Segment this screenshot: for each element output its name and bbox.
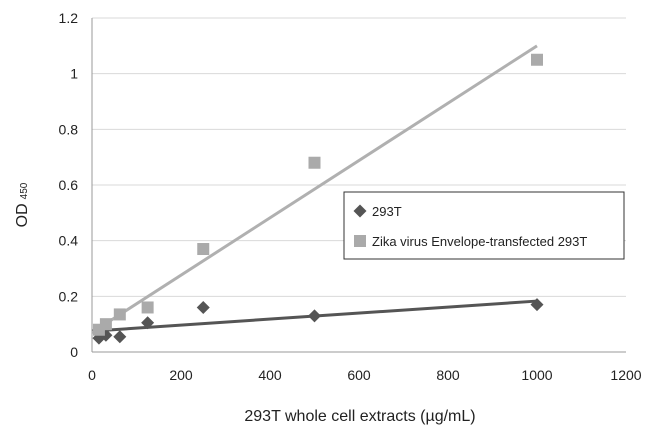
trendlines — [91, 44, 538, 334]
gridlines — [92, 17, 626, 297]
x-axis-title: 293T whole cell extracts (µg/mL) — [244, 408, 475, 425]
legend-marker — [354, 235, 366, 247]
y-tick-label: 0 — [70, 344, 78, 360]
x-tick-label: 1000 — [521, 367, 552, 383]
legend-label: Zika virus Envelope-transfected 293T — [372, 234, 587, 249]
data-point — [196, 300, 210, 314]
y-tick-label: 0.6 — [59, 177, 79, 193]
x-tick-label: 1200 — [610, 367, 641, 383]
y-tick-label: 1.2 — [59, 10, 79, 26]
x-tick-label: 800 — [436, 367, 460, 383]
data-point — [113, 308, 126, 321]
data-point — [141, 301, 154, 314]
y-tick-label: 1 — [70, 66, 78, 82]
y-tick-label: 0.4 — [59, 233, 79, 249]
data-point — [530, 298, 544, 312]
data-point — [197, 243, 210, 256]
data-point — [99, 318, 112, 331]
trendline — [91, 44, 538, 334]
legend: 293T Zika virus Envelope-transfected 293T — [343, 191, 625, 260]
axes — [91, 18, 626, 353]
data-point — [141, 316, 155, 330]
legend-marker — [353, 204, 367, 218]
legend-label: 293T — [372, 204, 402, 219]
data-point — [113, 330, 127, 344]
y-axis-title: OD450 — [14, 182, 31, 227]
legend-box — [343, 191, 625, 260]
x-tick-label: 400 — [258, 367, 282, 383]
data-point — [531, 53, 543, 66]
y-tick-label: 0.8 — [59, 121, 79, 137]
data-point — [308, 309, 321, 323]
y-tick-label: 0.2 — [59, 288, 79, 304]
tick-labels: 0 0.2 0.4 0.6 0.8 1 1.2 0 200 400 600 800 1000 1200 — [59, 10, 642, 383]
x-tick-label: 600 — [347, 367, 371, 383]
data-points — [92, 53, 544, 345]
x-tick-label: 200 — [169, 367, 193, 383]
data-point — [308, 156, 321, 169]
x-tick-label: 0 — [88, 367, 96, 383]
